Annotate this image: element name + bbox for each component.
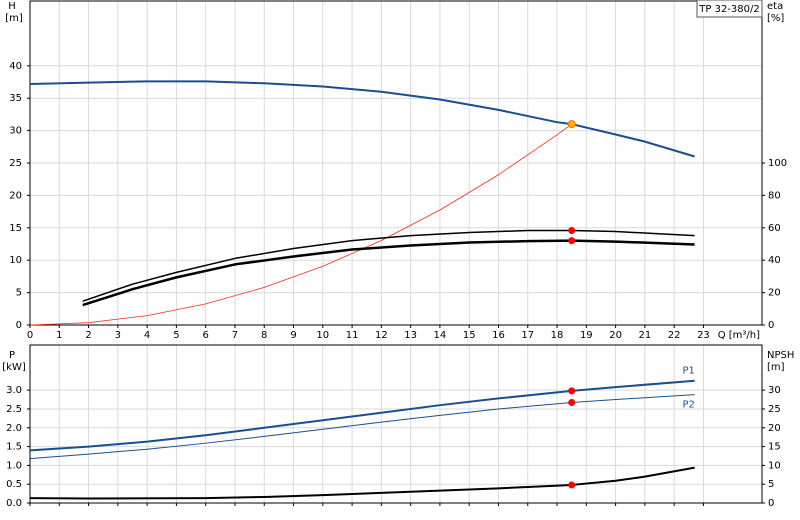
x-tick-label: 22 [668, 330, 681, 341]
y-tick-label: 40 [9, 61, 22, 72]
x-tick-label: 4 [144, 330, 150, 341]
x-tick-label: 3 [115, 330, 121, 341]
x-tick-label: 1 [56, 330, 62, 341]
y-axis-label: P [9, 350, 15, 361]
x-axis-label: Q [m³/h] [718, 330, 760, 341]
curve [29, 394, 695, 460]
x-tick-label: 21 [639, 330, 652, 341]
data-point [568, 399, 576, 407]
y-tick-label: 10 [9, 255, 22, 266]
y2-tick-label: 80 [768, 190, 781, 201]
data-point [567, 120, 576, 129]
x-tick-label: 0 [27, 330, 33, 341]
x-tick-label: 14 [434, 330, 447, 341]
y-axis-unit: [kW] [2, 362, 26, 373]
y-tick-label: 30 [9, 126, 22, 137]
y2-tick-label: 30 [768, 385, 781, 396]
y2-tick-label: 100 [768, 158, 787, 169]
y-axis-unit: [m] [5, 13, 23, 24]
x-tick-label: 23 [697, 330, 710, 341]
x-tick-label: 13 [404, 330, 417, 341]
data-point [568, 481, 576, 489]
curve [82, 239, 695, 307]
data-point [568, 227, 576, 235]
x-tick-label: 15 [463, 330, 476, 341]
x-tick-label: 8 [261, 330, 267, 341]
y-tick-label: 35 [9, 93, 22, 104]
x-tick-label: 2 [85, 330, 91, 341]
x-tick-label: 20 [609, 330, 622, 341]
y-tick-label: 1.5 [6, 442, 22, 453]
curve [29, 466, 695, 500]
curve [29, 123, 572, 326]
x-tick-label: 11 [346, 330, 359, 341]
y-tick-label: 2.0 [6, 423, 22, 434]
y2-tick-label: 0 [768, 498, 774, 509]
x-tick-label: 9 [290, 330, 296, 341]
y-tick-label: 2.5 [6, 404, 22, 415]
y-tick-label: 1.0 [6, 460, 22, 471]
y2-axis-unit: [m] [767, 362, 785, 373]
x-tick-label: 7 [232, 330, 238, 341]
y2-axis-label: eta [767, 1, 783, 12]
curve [29, 379, 695, 452]
x-tick-label: 18 [551, 330, 564, 341]
y2-tick-label: 5 [768, 479, 774, 490]
y-tick-label: 20 [9, 190, 22, 201]
y-tick-label: 0.5 [6, 479, 22, 490]
y2-tick-label: 40 [768, 255, 781, 266]
y-tick-label: 15 [9, 223, 22, 234]
title-box [696, 0, 763, 18]
y2-tick-label: 60 [768, 223, 781, 234]
x-tick-label: 6 [202, 330, 208, 341]
x-tick-label: 19 [580, 330, 593, 341]
y2-tick-label: 25 [768, 404, 781, 415]
y2-tick-label: 20 [768, 288, 781, 299]
y2-tick-label: 20 [768, 423, 781, 434]
y2-tick-label: 10 [768, 460, 781, 471]
y-tick-label: 25 [9, 158, 22, 169]
curve [29, 80, 695, 158]
y2-axis-label: NPSH [767, 350, 794, 361]
plot-frame [29, 0, 763, 326]
y2-tick-label: 0 [768, 320, 774, 331]
curve [82, 229, 695, 302]
y-axis-label: H [8, 1, 16, 12]
x-tick-label: 17 [521, 330, 534, 341]
y2-tick-label: 15 [768, 442, 781, 453]
y2-axis-unit: [%] [767, 13, 784, 24]
y-tick-label: 3.0 [6, 385, 22, 396]
x-tick-label: 12 [375, 330, 388, 341]
x-tick-label: 16 [492, 330, 505, 341]
series-label: P1 [682, 366, 694, 377]
series-label: P2 [682, 400, 694, 411]
plot-frame [29, 344, 763, 504]
y-tick-label: 0.0 [6, 498, 22, 509]
y-tick-label: 0 [16, 320, 22, 331]
x-tick-label: 10 [316, 330, 329, 341]
y-tick-label: 5 [16, 288, 22, 299]
chart-title: TP 32-380/2 [698, 4, 759, 15]
data-point [568, 237, 576, 245]
x-tick-label: 5 [173, 330, 179, 341]
data-point [568, 387, 576, 395]
